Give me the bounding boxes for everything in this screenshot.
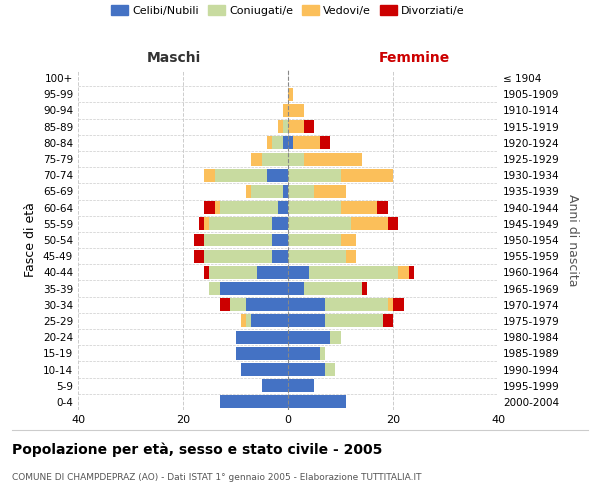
- Bar: [388, 298, 393, 311]
- Bar: [193, 250, 204, 262]
- Bar: [288, 396, 346, 408]
- Bar: [272, 234, 288, 246]
- Bar: [288, 152, 304, 166]
- Bar: [262, 152, 288, 166]
- Bar: [283, 120, 288, 133]
- Bar: [235, 347, 288, 360]
- Bar: [288, 250, 346, 262]
- Bar: [304, 152, 361, 166]
- Bar: [204, 169, 215, 181]
- Bar: [204, 250, 272, 262]
- Bar: [288, 218, 351, 230]
- Bar: [398, 266, 409, 279]
- Bar: [277, 120, 283, 133]
- Bar: [272, 250, 288, 262]
- Bar: [325, 298, 388, 311]
- Bar: [267, 136, 272, 149]
- Bar: [351, 218, 388, 230]
- Bar: [204, 266, 209, 279]
- Bar: [288, 298, 325, 311]
- Bar: [325, 363, 335, 376]
- Bar: [288, 314, 325, 328]
- Bar: [383, 314, 393, 328]
- Bar: [288, 201, 341, 214]
- Bar: [288, 282, 304, 295]
- Bar: [283, 136, 288, 149]
- Bar: [325, 314, 383, 328]
- Bar: [204, 201, 215, 214]
- Bar: [293, 136, 320, 149]
- Bar: [361, 282, 367, 295]
- Bar: [393, 298, 404, 311]
- Legend: Celibi/Nubili, Coniugati/e, Vedovi/e, Divorziati/e: Celibi/Nubili, Coniugati/e, Vedovi/e, Di…: [107, 1, 469, 20]
- Bar: [304, 120, 314, 133]
- Bar: [341, 234, 356, 246]
- Bar: [262, 379, 288, 392]
- Bar: [220, 201, 277, 214]
- Bar: [288, 88, 293, 101]
- Bar: [309, 266, 398, 279]
- Bar: [267, 169, 288, 181]
- Bar: [193, 234, 204, 246]
- Bar: [320, 347, 325, 360]
- Bar: [246, 298, 288, 311]
- Bar: [209, 218, 272, 230]
- Bar: [288, 266, 309, 279]
- Bar: [215, 169, 267, 181]
- Bar: [257, 266, 288, 279]
- Y-axis label: Anni di nascita: Anni di nascita: [566, 194, 579, 286]
- Bar: [246, 185, 251, 198]
- Bar: [314, 185, 346, 198]
- Text: Femmine: Femmine: [379, 51, 449, 65]
- Bar: [220, 282, 288, 295]
- Bar: [272, 218, 288, 230]
- Bar: [204, 218, 209, 230]
- Bar: [230, 298, 246, 311]
- Bar: [288, 379, 314, 392]
- Bar: [288, 104, 304, 117]
- Bar: [320, 136, 330, 149]
- Bar: [209, 266, 257, 279]
- Bar: [288, 136, 293, 149]
- Bar: [204, 234, 272, 246]
- Bar: [251, 314, 288, 328]
- Bar: [304, 282, 361, 295]
- Bar: [283, 104, 288, 117]
- Bar: [341, 169, 393, 181]
- Bar: [346, 250, 356, 262]
- Bar: [283, 185, 288, 198]
- Bar: [409, 266, 414, 279]
- Bar: [288, 363, 325, 376]
- Y-axis label: Fasce di età: Fasce di età: [25, 202, 37, 278]
- Bar: [288, 234, 341, 246]
- Bar: [199, 218, 204, 230]
- Bar: [388, 218, 398, 230]
- Bar: [288, 120, 304, 133]
- Bar: [220, 298, 230, 311]
- Bar: [288, 185, 314, 198]
- Bar: [235, 330, 288, 344]
- Bar: [220, 396, 288, 408]
- Bar: [341, 201, 377, 214]
- Bar: [377, 201, 388, 214]
- Bar: [251, 185, 283, 198]
- Bar: [288, 347, 320, 360]
- Bar: [277, 201, 288, 214]
- Bar: [209, 282, 220, 295]
- Bar: [288, 169, 341, 181]
- Text: Popolazione per età, sesso e stato civile - 2005: Popolazione per età, sesso e stato civil…: [12, 442, 382, 457]
- Bar: [288, 330, 330, 344]
- Bar: [330, 330, 341, 344]
- Bar: [246, 314, 251, 328]
- Bar: [241, 314, 246, 328]
- Bar: [241, 363, 288, 376]
- Bar: [272, 136, 283, 149]
- Bar: [251, 152, 262, 166]
- Text: COMUNE DI CHAMPDEPRAZ (AO) - Dati ISTAT 1° gennaio 2005 - Elaborazione TUTTITALI: COMUNE DI CHAMPDEPRAZ (AO) - Dati ISTAT …: [12, 472, 421, 482]
- Bar: [215, 201, 220, 214]
- Text: Maschi: Maschi: [147, 51, 201, 65]
